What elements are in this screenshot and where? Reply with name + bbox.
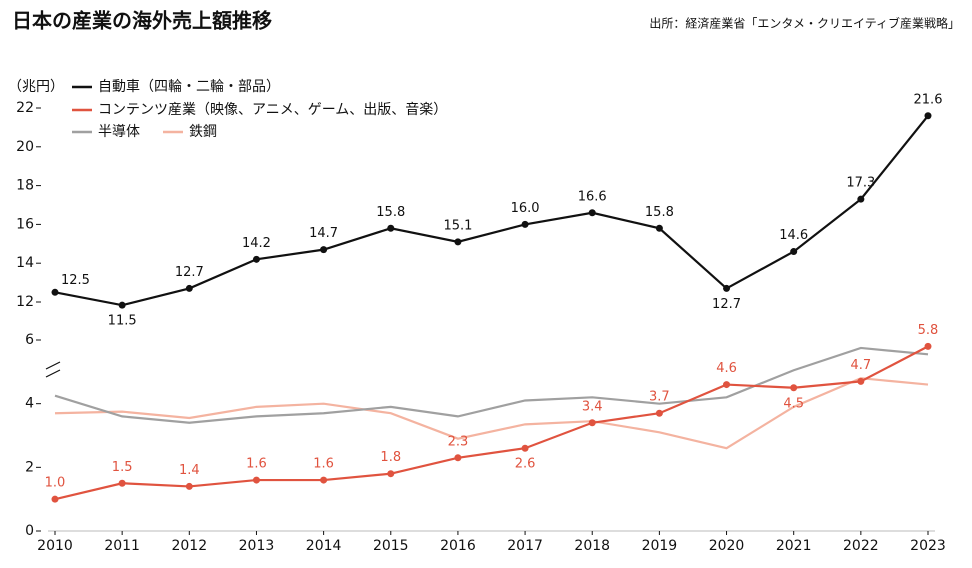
point [320,246,328,254]
chart-title: 日本の産業の海外売上額推移 [12,9,272,33]
x-tick-label: 2016 [440,538,476,554]
point [588,419,596,427]
point [655,224,663,232]
point [185,482,193,490]
source: 出所：経済産業省「エンタメ・クリエイティブ産業戦略」 [649,16,960,31]
point [924,342,932,350]
point [857,377,865,385]
x-tick-label: 2021 [776,538,812,554]
value-label: 1.6 [246,457,267,472]
value-label: 14.7 [309,226,338,241]
x-tick-label: 2022 [843,538,879,554]
value-label: 1.5 [112,460,133,475]
value-label: 2.3 [448,434,469,449]
value-label: 21.6 [914,92,943,107]
break-mark [45,369,61,378]
point [588,209,596,217]
x-tick-label: 2015 [373,538,409,554]
value-label: 15.8 [645,205,674,220]
legend-label: 自動車（四輪・二輪・部品） [98,78,280,95]
point [185,284,193,292]
value-label: 4.7 [851,358,872,373]
series-line [54,345,929,501]
y-tick-label: 2 [25,459,34,475]
break-mark [45,361,61,370]
x-tick-label: 2018 [574,538,610,554]
point [924,112,932,120]
x-tick-label: 2023 [910,538,946,554]
value-label: 1.4 [179,463,200,478]
point [454,454,462,462]
value-label: 4.6 [716,361,737,376]
y-tick-label: 16 [16,216,34,232]
value-label: 12.7 [712,297,741,312]
value-label: 4.5 [783,396,804,411]
point [723,284,731,292]
x-tick-label: 2012 [171,538,207,554]
y-tick-label: 18 [16,178,34,194]
value-label: 1.0 [45,476,66,491]
y-axis-label: （兆円） [8,79,64,95]
value-label: 15.8 [376,205,405,220]
value-label: 5.8 [918,323,939,338]
y-tick-label: 4 [25,396,34,412]
y-tick-label: 12 [16,294,34,310]
point [118,301,126,309]
point [118,479,126,487]
legend-label: 半導体 [98,124,140,140]
point [51,495,59,503]
value-label: 12.7 [175,265,204,280]
point [454,238,462,246]
value-label: 17.3 [846,176,875,191]
value-label: 12.5 [61,273,90,288]
point [857,195,865,203]
value-label: 15.1 [443,218,472,233]
point [51,288,59,296]
point [521,220,529,228]
y-tick-label: 0 [25,523,34,539]
legend-label: コンテンツ産業（映像、アニメ、ゲーム、出版、音楽） [98,101,447,118]
point [320,476,328,484]
point [387,470,395,478]
x-tick-label: 2017 [507,538,543,554]
x-tick-label: 2014 [306,538,342,554]
series-line [54,346,929,424]
value-label: 14.6 [779,228,808,243]
point [790,248,798,256]
point [252,476,260,484]
axis-break [45,361,61,378]
point [387,224,395,232]
y-tick-label: 6 [25,332,34,348]
point [790,384,798,392]
x-tick-label: 2020 [709,538,745,554]
value-label: 1.6 [313,457,334,472]
x-tick-label: 2010 [37,538,73,554]
y-tick-label: 20 [16,139,34,155]
value-label: 16.6 [578,189,607,204]
y-tick-label: 14 [16,255,34,271]
value-label: 14.2 [242,236,271,251]
point [252,255,260,263]
value-label: 1.8 [380,450,401,465]
x-tick-label: 2013 [239,538,275,554]
y-tick-label: 22 [16,100,34,116]
value-label: 3.7 [649,390,670,405]
value-label: 2.6 [515,457,536,472]
legend-label: 鉄鋼 [189,124,217,140]
point [655,409,663,417]
value-label: 3.4 [582,399,603,414]
point [723,381,731,389]
series-line [54,377,929,450]
x-tick-label: 2019 [642,538,678,554]
point [521,444,529,452]
value-label: 16.0 [511,201,540,216]
value-label: 11.5 [108,314,137,329]
series-line [54,115,929,307]
x-tick-label: 2011 [104,538,140,554]
